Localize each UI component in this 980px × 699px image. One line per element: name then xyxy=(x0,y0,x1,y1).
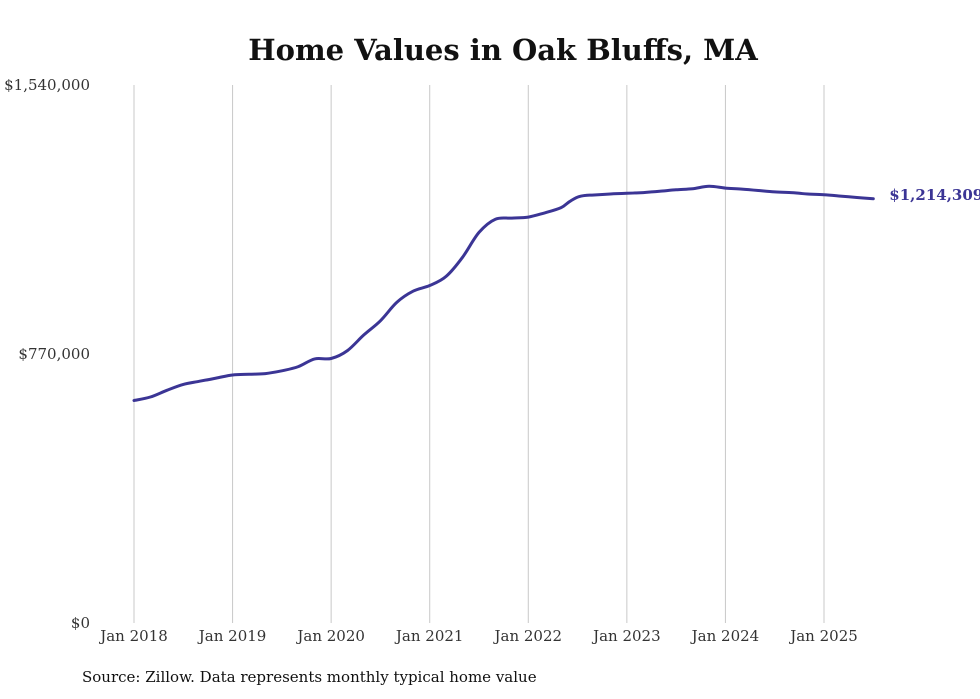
vertical-gridlines xyxy=(133,85,825,623)
y-tick-label: $1,540,000 xyxy=(4,76,90,94)
x-tick-label: Jan 2019 xyxy=(197,627,267,645)
x-axis-tick-labels: Jan 2018 Jan 2019 Jan 2020 Jan 2021 Jan 2022… xyxy=(98,627,858,645)
y-axis-tick-labels: $0 $770,000 $1,540,000 xyxy=(4,76,90,632)
x-tick-label: Jan 2022 xyxy=(493,627,563,645)
x-tick-label: Jan 2018 xyxy=(98,627,168,645)
source-note: Source: Zillow. Data represents monthly … xyxy=(82,668,537,686)
x-tick-label: Jan 2025 xyxy=(788,627,858,645)
x-tick-label: Jan 2023 xyxy=(591,627,661,645)
home-value-line xyxy=(132,184,875,402)
x-tick-label: Jan 2020 xyxy=(295,627,365,645)
y-tick-label: $0 xyxy=(71,614,90,632)
x-tick-label: Jan 2024 xyxy=(690,627,760,645)
y-tick-label: $770,000 xyxy=(18,345,90,363)
chart-title: Home Values in Oak Bluffs, MA xyxy=(248,33,758,67)
latest-value-label: $1,214,309 xyxy=(889,186,980,204)
x-tick-label: Jan 2021 xyxy=(394,627,464,645)
